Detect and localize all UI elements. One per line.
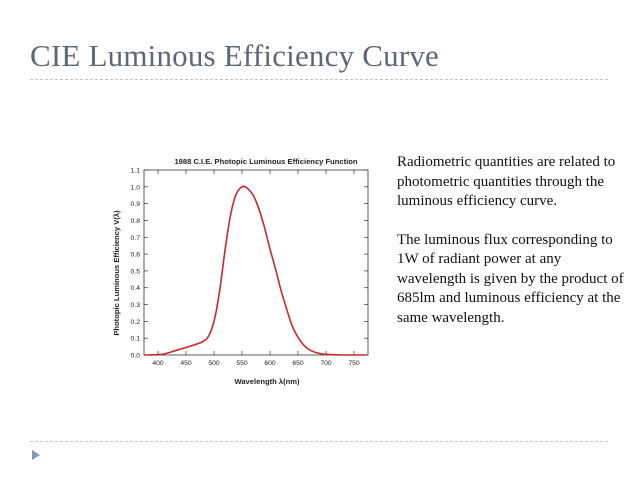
paragraph-2: The luminous flux corresponding to 1W of… [397,231,624,326]
slide-title: CIE Luminous Efficiency Curve [30,38,439,73]
luminous-efficiency-chart: 1988 C.I.E. Photopic Luminous Efficiency… [112,157,369,386]
x-tick-label: 700 [320,360,332,367]
footer-divider [30,441,608,442]
y-tick-label: 0.4 [131,285,141,292]
title-divider [30,79,608,80]
x-tick-label: 550 [236,360,248,367]
x-tick-label: 750 [348,360,360,367]
luminous-efficiency-line [143,185,366,356]
y-tick-label: 0.5 [131,268,141,275]
y-tick-label: 0.2 [131,319,141,326]
x-tick-label: 500 [208,360,220,367]
x-axis-label: Wavelength λ(nm) [234,377,300,386]
x-axis-ticks: 400 450 500 550 600 650 700 750 [152,170,360,367]
y-tick-label: 1.0 [131,184,141,191]
y-axis-ticks: 0.0 0.1 0.2 0.3 0.4 0.5 0.6 0.7 0.8 0.9 1.0 1.1 [131,168,368,360]
y-tick-label: 0.6 [131,252,141,259]
y-tick-label: 0.0 [131,353,141,360]
y-axis-label: Photopic Luminous Efficiency V(λ) [112,210,121,336]
y-tick-label: 0.8 [131,218,141,225]
y-tick-label: 0.7 [131,235,141,242]
x-tick-label: 650 [292,360,304,367]
plot-frame [143,169,369,356]
x-tick-label: 400 [152,360,164,367]
bullet-arrow-icon [32,450,40,460]
x-tick-label: 450 [180,360,192,367]
y-tick-label: 0.1 [131,336,141,343]
chart-title: 1988 C.I.E. Photopic Luminous Efficiency… [174,157,357,166]
y-tick-label: 0.9 [131,201,141,208]
y-tick-label: 0.3 [131,302,141,309]
body-text: Radiometric quantities are related to ph… [397,153,627,328]
paragraph-1: Radiometric quantities are related to ph… [397,154,616,209]
y-tick-label: 1.1 [131,168,141,175]
x-tick-label: 600 [264,360,276,367]
